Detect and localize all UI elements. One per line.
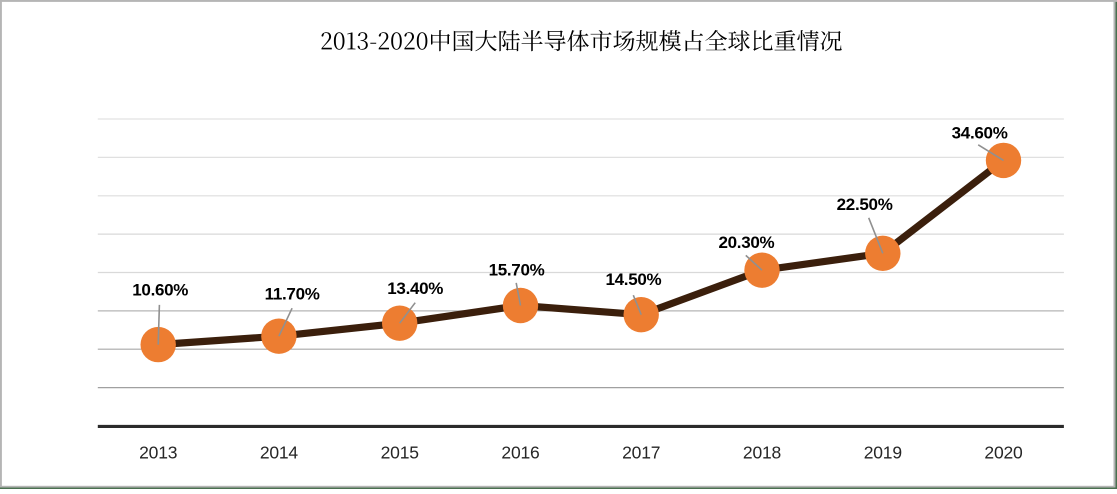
svg-text:2015: 2015 <box>381 443 419 463</box>
svg-text:34.60%: 34.60% <box>952 124 1008 143</box>
svg-text:2016: 2016 <box>501 443 539 463</box>
svg-text:11.70%: 11.70% <box>265 284 320 303</box>
svg-text:2014: 2014 <box>260 443 299 463</box>
svg-text:14.50%: 14.50% <box>605 270 661 289</box>
svg-text:2020: 2020 <box>984 443 1023 463</box>
svg-text:13.40%: 13.40% <box>387 279 443 298</box>
svg-text:22.50%: 22.50% <box>837 195 893 214</box>
svg-text:2017: 2017 <box>622 443 660 463</box>
svg-text:20.30%: 20.30% <box>718 233 774 252</box>
svg-text:2018: 2018 <box>743 443 781 463</box>
svg-text:10.60%: 10.60% <box>132 280 188 299</box>
svg-text:2013: 2013 <box>139 443 177 463</box>
svg-text:15.70%: 15.70% <box>489 261 545 280</box>
svg-text:2019: 2019 <box>864 443 902 463</box>
